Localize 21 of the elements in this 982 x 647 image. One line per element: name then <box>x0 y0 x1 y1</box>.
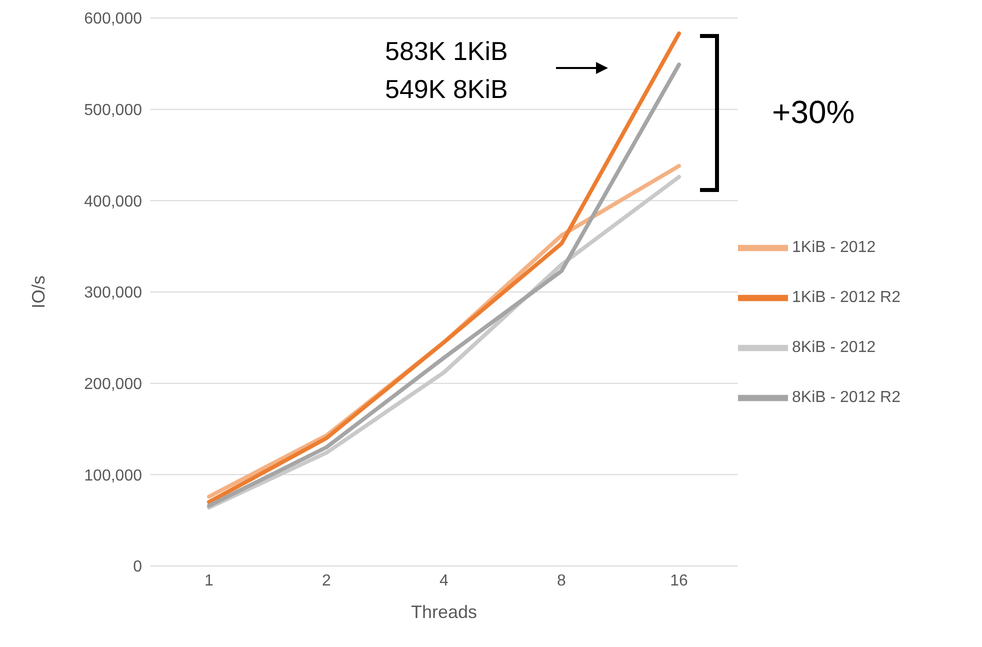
annotation: 549K 8KiB <box>385 74 508 105</box>
y-tick-label: 600,000 <box>84 10 142 28</box>
x-tick-label: 4 <box>440 572 449 590</box>
x-tick-label: 16 <box>670 572 688 590</box>
x-tick-label: 8 <box>557 572 566 590</box>
legend-label: 8KiB - 2012 <box>792 339 876 356</box>
y-tick-label: 400,000 <box>84 193 142 210</box>
annotation: 583K 1KiB <box>385 36 508 67</box>
y-tick-label: 100,000 <box>84 467 142 484</box>
y-tick-label: 200,000 <box>84 376 142 394</box>
x-axis-title: Threads <box>410 602 478 622</box>
legend-label: 1KiB - 2012 <box>792 239 876 256</box>
y-tick-label: 500,000 <box>84 102 142 120</box>
legend-label: 1KiB - 2012 R2 <box>792 289 901 306</box>
y-tick-label: 0 <box>133 558 142 576</box>
y-tick-label: 300,000 <box>84 284 142 302</box>
x-tick-label: 2 <box>322 572 332 590</box>
y-axis-title: IO/s <box>28 275 48 309</box>
text: +30% <box>772 94 855 131</box>
x-tick-label: 1 <box>204 572 214 590</box>
legend-label: 8KiB - 2012 R2 <box>792 389 901 406</box>
